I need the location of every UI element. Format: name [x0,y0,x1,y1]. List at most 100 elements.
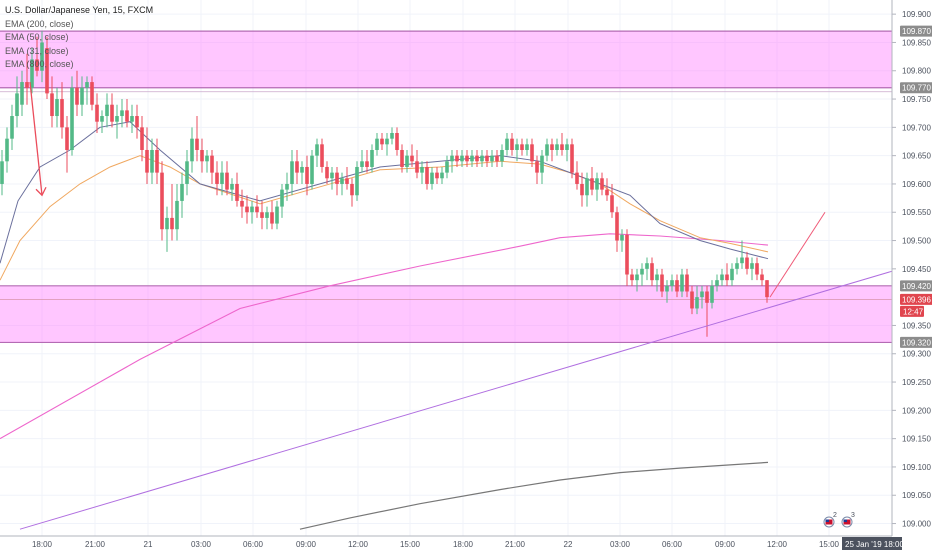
candle-body [555,144,559,150]
candle-body [705,291,709,303]
candle-body [720,274,724,281]
candle-body [395,133,399,150]
candle-body [515,144,519,150]
indicator-ema200[interactable]: EMA (200, close) [5,18,74,29]
candle-body [5,138,9,162]
candle-body [475,155,479,162]
candle-body [250,206,254,213]
price-tick-label: 109.650 [902,152,931,161]
candle-body [170,217,174,230]
time-tick-label: 09:00 [296,540,317,549]
indicator-ema31[interactable]: EMA (31, close) [5,45,69,56]
candle-body [45,48,49,94]
time-tick-label: 18:00 [32,540,53,549]
ema31-line [0,155,769,281]
candle-body [575,172,579,184]
candle-body [650,263,654,281]
time-tick-label: 06:00 [243,540,264,549]
candle-body [530,144,534,162]
candle-body [320,144,324,167]
candle-body [445,161,449,173]
projection-line[interactable] [769,211,826,298]
candle-body [430,172,434,184]
event-flag-1-count: 2 [833,512,837,519]
candle-body [230,183,234,190]
candle-body [290,161,294,184]
candle-body [725,274,729,281]
candle-body [20,82,24,105]
candle-body [155,149,159,173]
candle-body [490,155,494,162]
candle-body [425,166,429,184]
candle-body [110,104,114,122]
candle-body [0,161,4,184]
candle-body [265,212,269,218]
down-arrow-shaft [29,82,43,196]
candle-body [485,155,489,162]
zone-1-bottom-badge: 109.770 [902,84,931,93]
candle-body [255,206,259,213]
zone-2-top-badge: 109.420 [902,282,931,291]
candle-body [685,274,689,292]
candle-body [180,183,184,201]
candle-body [745,257,749,269]
countdown-badge: 12:47 [903,307,924,316]
candle-body [470,155,474,162]
candle-body [460,155,464,162]
current-price-badge: 109.396 [902,295,931,304]
candle-body [675,280,679,292]
candle-body [375,138,379,150]
candle-body [750,263,754,269]
candle-body [85,82,89,88]
candle-body [95,104,99,122]
candle-body [105,104,109,117]
candle-body [25,82,29,88]
candle-body [480,155,484,162]
price-tick-label: 109.300 [902,350,931,359]
candle-body [235,183,239,201]
candle-body [305,166,309,184]
candle-body [635,274,639,281]
candle-body [245,206,249,213]
candle-body [695,297,699,309]
candle-body [140,127,144,150]
candle-body [385,138,389,145]
candle-body [300,166,304,173]
legend: U.S. Dollar/Japanese Yen, 15, FXCM EMA (… [5,4,153,72]
candle-body [545,144,549,156]
trendline[interactable] [19,268,901,530]
candle-body [415,161,419,173]
candle-body [510,138,514,150]
candle-body [160,172,164,230]
crosshair-time-label-bg [842,537,902,550]
price-tick-label: 109.100 [902,463,931,472]
candle-body [120,110,124,117]
time-tick-label: 12:00 [767,540,788,549]
candle-body [75,87,79,105]
candle-body [195,138,199,150]
candle-body [65,127,69,150]
event-flag-2-flag-canton [843,519,847,522]
candle-body [275,206,279,224]
candle-body [270,212,274,224]
chart-title[interactable]: U.S. Dollar/Japanese Yen, 15, FXCM [5,5,154,15]
candle-body [740,257,744,264]
candle-body [690,291,694,309]
candle-body [205,155,209,162]
candle-body [185,161,189,184]
indicator-ema800[interactable]: EMA (800, close) [5,59,74,69]
zone-2-bottom-badge: 109.320 [902,338,931,347]
candle-body [505,138,509,150]
indicator-ema50[interactable]: EMA (50, close) [5,32,69,42]
candle-body [220,172,224,184]
candle-body [630,274,634,281]
time-axis[interactable]: 18:00 21:00 21 03:00 06:00 09:00 12:00 15:00 18:… [0,535,932,550]
candle-body [210,155,214,173]
time-tick-label: 03:00 [610,540,631,549]
price-tick-label: 109.750 [902,95,931,104]
price-tick-label: 109.350 [902,321,931,330]
price-tick-label: 109.150 [902,435,931,444]
